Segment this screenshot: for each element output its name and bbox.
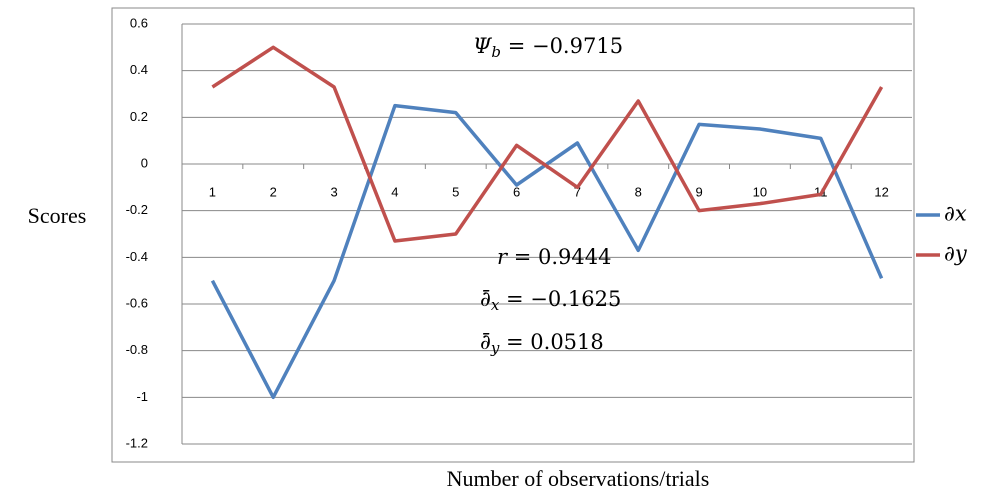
annotation-subscript: y [490,339,500,357]
y-tick-label: -0.6 [126,295,148,310]
data-line [210,103,884,400]
x-tick-label: 5 [452,184,459,199]
annotation-symbol: ∂̄ [480,330,491,354]
annotation-value: = 0.9444 [507,245,611,269]
legend-label: ∂y [944,242,968,266]
x-tick-label: 3 [330,184,337,199]
legend-label: ∂x [944,202,967,226]
annotation-value: = −0.1625 [499,287,621,311]
y-tick-label: -1.2 [126,435,148,450]
annotation-subscript: x [491,296,500,314]
x-tick-label: 8 [635,184,642,199]
x-tick-label: 7 [574,184,581,199]
y-tick-label: -0.2 [126,202,148,217]
y-tick-label: 0 [141,155,148,170]
annotation-symbol: Ψ [473,34,493,58]
chart-frame [111,7,915,463]
x-tick-label: 10 [753,184,767,199]
annotation-symbol: ∂̄ [480,287,491,311]
data-line [211,45,884,243]
x-axis-label: Number of observations/trials [447,466,710,491]
annotation-value: = −0.9715 [501,34,623,58]
annotation-value: = 0.0518 [499,330,603,354]
x-tick-label: 6 [513,184,520,199]
y-tick-label: 0.4 [130,62,148,77]
y-tick-label: -0.8 [126,342,148,357]
x-tick-label: 9 [695,184,702,199]
annotation: r = 0.9444 [497,245,611,269]
annotation: Ψb = −0.9715 [473,34,623,62]
annotation-symbol: r [497,245,509,269]
y-tick-label: -0.4 [126,249,148,264]
x-tick-label: 4 [391,184,398,199]
y-tick-label: -1 [136,389,148,404]
y-tick-label: 0.6 [130,15,148,30]
y-tick-label: 0.2 [130,109,148,124]
y-axis-label: Scores [28,203,87,228]
annotation: ∂̄y = 0.0518 [480,330,604,358]
x-tick-label: 12 [874,184,888,199]
x-tick-label: 2 [270,184,277,199]
annotation: ∂̄x = −0.1625 [480,287,621,315]
x-tick-label: 1 [209,184,216,199]
annotation-subscript: b [491,43,501,61]
